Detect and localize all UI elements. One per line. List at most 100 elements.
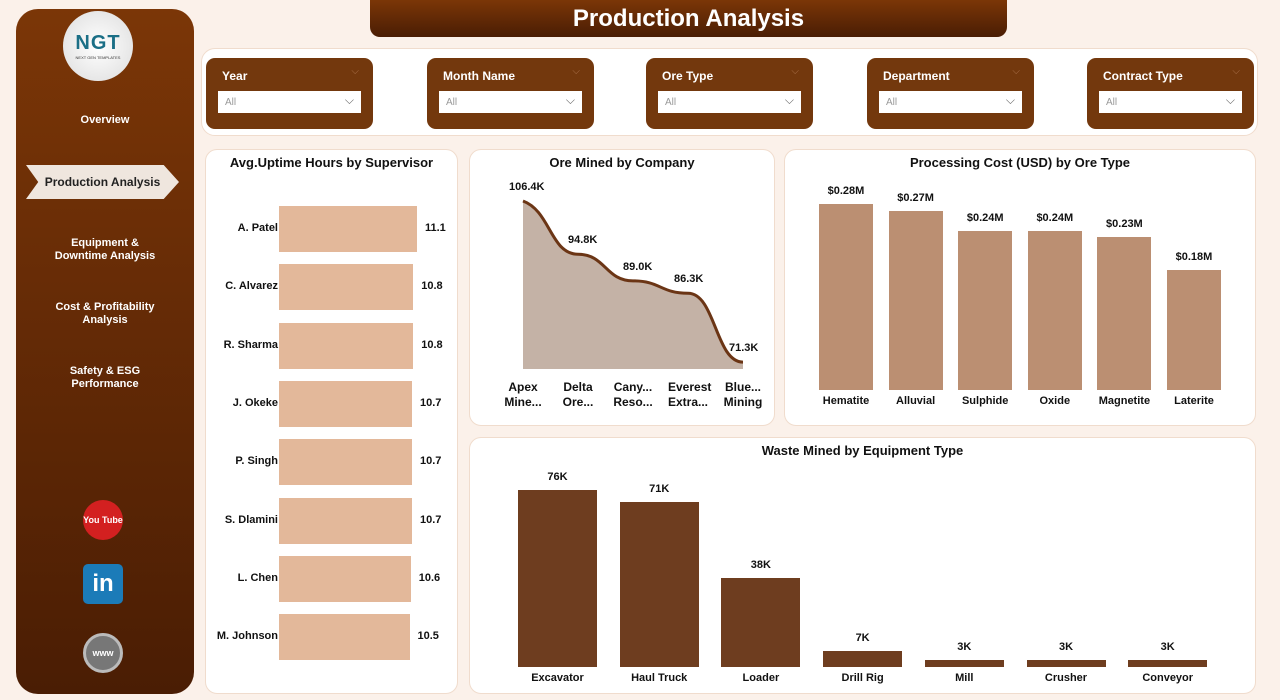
data-label: 3K bbox=[957, 641, 972, 653]
chevron-down-icon: ⌵ bbox=[784, 93, 794, 107]
bar bbox=[279, 264, 414, 311]
ore-mined-by-company-chart: Ore Mined by Company 106.4K Apex Mine... 94… bbox=[469, 149, 775, 426]
data-label: $0.28M bbox=[827, 185, 865, 198]
data-label: $0.24M bbox=[966, 211, 1004, 224]
contract-type-dropdown[interactable]: All ⌵ bbox=[1099, 91, 1242, 113]
bar bbox=[819, 204, 873, 390]
chevron-down-icon: ⌵ bbox=[351, 66, 359, 77]
processing-cost-by-ore-chart: Processing Cost (USD) by Ore Type $0.28M H… bbox=[784, 149, 1256, 426]
bar bbox=[924, 660, 1004, 667]
bar bbox=[958, 230, 1013, 390]
data-label: 106.4K bbox=[509, 181, 545, 193]
data-label: 86.3K bbox=[674, 273, 704, 286]
data-label: $0.18M bbox=[1175, 251, 1213, 264]
bar bbox=[1027, 230, 1082, 390]
nav-safety-esg[interactable]: Safety & ESG Performance bbox=[69, 365, 141, 390]
category-label: Everest Extra... bbox=[668, 380, 712, 409]
category-label: Blue... Mining bbox=[723, 380, 763, 409]
category-label: Magnetite bbox=[1098, 395, 1151, 407]
chevron-down-icon: ⌵ bbox=[572, 66, 580, 77]
category-label: Cany... Reso... bbox=[613, 380, 653, 409]
bar bbox=[518, 489, 597, 667]
data-label: 10.6 bbox=[418, 571, 441, 584]
category-label: Mill bbox=[955, 672, 974, 684]
page-title: Production Analysis bbox=[370, 0, 1007, 37]
bar bbox=[279, 614, 410, 661]
filter-ore-type[interactable]: Ore Type ⌵ All ⌵ bbox=[646, 58, 813, 129]
bar bbox=[279, 555, 411, 602]
filter-year[interactable]: Year ⌵ All ⌵ bbox=[206, 58, 373, 129]
category-label: Oxide bbox=[1039, 395, 1071, 407]
globe-icon[interactable]: www bbox=[83, 633, 123, 673]
data-label: 7K bbox=[855, 631, 870, 644]
data-label: $0.27M bbox=[897, 191, 934, 204]
data-label: 3K bbox=[1058, 641, 1074, 653]
bar bbox=[279, 380, 412, 427]
category-label: Hematite bbox=[822, 395, 870, 407]
area-fill bbox=[523, 201, 743, 369]
data-label: 94.8K bbox=[568, 234, 598, 247]
series-line bbox=[522, 199, 744, 364]
bar bbox=[1026, 660, 1106, 667]
chevron-down-icon: ⌵ bbox=[344, 93, 354, 107]
nav-production-analysis[interactable]: Production Analysis bbox=[26, 165, 179, 199]
nav-overview[interactable]: Overview bbox=[80, 114, 130, 126]
data-label: 38K bbox=[750, 559, 771, 572]
month-dropdown[interactable]: All ⌵ bbox=[439, 91, 582, 113]
bar bbox=[1128, 660, 1208, 667]
data-label: 10.7 bbox=[420, 396, 442, 409]
category-label: L. Chen bbox=[237, 571, 278, 584]
data-label: 10.8 bbox=[421, 280, 443, 293]
filter-panel: Year ⌵ All ⌵ Month Name ⌵ All ⌵ Ore Type ⌵ All ⌵ … bbox=[201, 48, 1258, 136]
nav-cost-profitability[interactable]: Cost & Profitability Analysis bbox=[55, 301, 155, 326]
data-label: 10.8 bbox=[421, 338, 443, 351]
data-label: 89.0K bbox=[623, 260, 653, 273]
chevron-down-icon: ⌵ bbox=[791, 66, 799, 77]
bar bbox=[619, 501, 699, 667]
linkedin-icon[interactable]: in bbox=[83, 564, 123, 604]
category-label: C. Alvarez bbox=[225, 280, 278, 293]
category-label: Drill Rig bbox=[841, 672, 884, 684]
uptime-by-supervisor-chart: Avg.Uptime Hours by Supervisor A. Patel 11… bbox=[205, 149, 458, 694]
bar bbox=[721, 578, 801, 667]
ore-type-dropdown[interactable]: All ⌵ bbox=[658, 91, 801, 113]
data-label: 10.7 bbox=[420, 455, 442, 468]
filter-month-name[interactable]: Month Name ⌵ All ⌵ bbox=[427, 58, 594, 129]
data-label: 11.1 bbox=[424, 222, 446, 234]
department-dropdown[interactable]: All ⌵ bbox=[879, 91, 1022, 113]
nav-equipment-downtime[interactable]: Equipment & Downtime Analysis bbox=[54, 237, 156, 262]
bar bbox=[279, 497, 412, 544]
area-plot bbox=[522, 199, 744, 369]
bar bbox=[823, 650, 903, 667]
bar bbox=[279, 439, 412, 486]
data-label: 76K bbox=[547, 470, 568, 483]
waste-by-equipment-chart: Waste Mined by Equipment Type 76K Excavato… bbox=[469, 437, 1256, 694]
data-label: 71.3K bbox=[729, 342, 759, 355]
category-label: Alluvial bbox=[896, 395, 936, 407]
category-label: Crusher bbox=[1044, 672, 1088, 684]
category-label: Conveyor bbox=[1142, 672, 1194, 684]
category-label: Haul Truck bbox=[631, 672, 688, 684]
bar bbox=[1167, 270, 1221, 390]
data-label: $0.24M bbox=[1036, 211, 1074, 224]
bar bbox=[888, 210, 943, 390]
category-label: Excavator bbox=[531, 672, 584, 684]
category-label: Laterite bbox=[1174, 395, 1214, 407]
bar bbox=[1097, 237, 1152, 390]
ngt-logo: NGT NEXT GEN TEMPLATES bbox=[63, 11, 133, 81]
category-label: J. Okeke bbox=[232, 396, 278, 409]
year-dropdown[interactable]: All ⌵ bbox=[218, 91, 361, 113]
chevron-down-icon: ⌵ bbox=[1005, 93, 1015, 107]
category-label: P. Singh bbox=[235, 455, 278, 468]
category-label: M. Johnson bbox=[216, 630, 278, 643]
filter-department[interactable]: Department ⌵ All ⌵ bbox=[867, 58, 1034, 129]
data-label: $0.23M bbox=[1106, 218, 1143, 231]
chevron-down-icon: ⌵ bbox=[1225, 93, 1235, 107]
youtube-icon[interactable]: You Tube bbox=[83, 500, 123, 540]
sidebar: NGT NEXT GEN TEMPLATES Overview Productio… bbox=[16, 9, 194, 694]
bar bbox=[279, 206, 417, 252]
category-label: Apex Mine... bbox=[504, 380, 542, 409]
category-label: A. Patel bbox=[237, 222, 278, 234]
category-label: Delta Ore... bbox=[562, 380, 594, 409]
filter-contract-type[interactable]: Contract Type ⌵ All ⌵ bbox=[1087, 58, 1254, 129]
